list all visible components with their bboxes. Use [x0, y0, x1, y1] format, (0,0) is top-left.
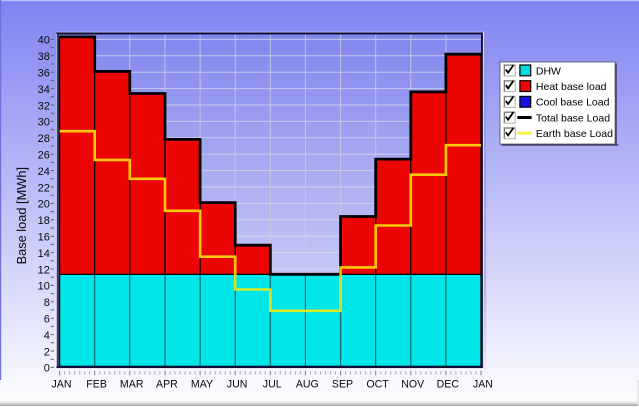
- svg-text:2: 2: [44, 346, 50, 358]
- svg-text:DEC: DEC: [437, 379, 460, 391]
- svg-text:JAN: JAN: [473, 379, 493, 391]
- svg-text:36: 36: [38, 68, 50, 80]
- svg-text:4: 4: [44, 330, 50, 342]
- svg-text:DHW: DHW: [536, 65, 561, 77]
- svg-text:12: 12: [38, 264, 50, 276]
- svg-text:Total base Load: Total base Load: [536, 112, 610, 124]
- svg-text:26: 26: [38, 150, 50, 162]
- svg-text:22: 22: [38, 182, 50, 194]
- svg-text:28: 28: [38, 133, 50, 145]
- svg-text:MAR: MAR: [120, 379, 144, 391]
- svg-text:MAY: MAY: [191, 379, 213, 391]
- svg-text:NOV: NOV: [401, 379, 425, 391]
- svg-text:6: 6: [44, 314, 50, 326]
- svg-text:JUN: JUN: [227, 379, 248, 391]
- svg-text:JAN: JAN: [51, 379, 71, 391]
- svg-text:30: 30: [38, 117, 50, 129]
- svg-text:FEB: FEB: [86, 379, 107, 391]
- svg-text:14: 14: [38, 248, 50, 260]
- svg-text:40: 40: [38, 35, 50, 47]
- svg-text:34: 34: [38, 84, 50, 96]
- svg-text:AUG: AUG: [296, 379, 319, 391]
- svg-text:38: 38: [38, 51, 50, 63]
- svg-text:OCT: OCT: [366, 379, 389, 391]
- svg-text:JUL: JUL: [263, 379, 282, 391]
- svg-text:16: 16: [38, 232, 50, 244]
- svg-text:Base load [MWh]: Base load [MWh]: [14, 167, 29, 264]
- svg-text:0: 0: [44, 363, 50, 375]
- svg-text:18: 18: [38, 215, 50, 227]
- svg-text:Cool base Load: Cool base Load: [536, 97, 610, 109]
- svg-text:24: 24: [38, 166, 50, 178]
- svg-text:32: 32: [38, 100, 50, 112]
- svg-text:8: 8: [44, 297, 50, 309]
- svg-text:Heat base load: Heat base load: [536, 81, 607, 93]
- svg-text:Earth base Load: Earth base Load: [536, 128, 613, 140]
- svg-text:10: 10: [38, 281, 50, 293]
- svg-text:SEP: SEP: [332, 379, 353, 391]
- svg-text:APR: APR: [156, 379, 178, 391]
- svg-text:20: 20: [38, 199, 50, 211]
